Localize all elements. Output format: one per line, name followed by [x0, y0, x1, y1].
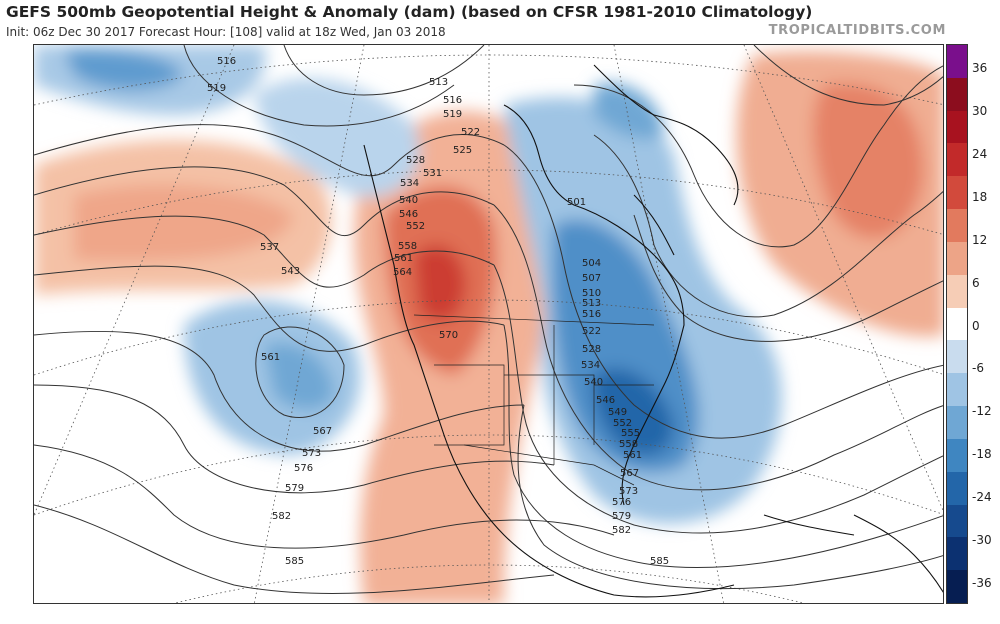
- contour-label: 528: [582, 344, 601, 355]
- contour-label: 576: [612, 497, 631, 508]
- colorbar-tick-label: -6: [972, 361, 984, 376]
- contour-label: 579: [285, 483, 304, 494]
- contour-label: 546: [596, 395, 615, 406]
- contour-label: 561: [261, 352, 280, 363]
- colorbar-tick-label: -12: [972, 404, 992, 419]
- warm-anomaly-pacific-core: [74, 184, 294, 262]
- colorbar-segment: [947, 241, 967, 276]
- contour-label-layer: 516 519 513 516 519 522 525 528 531 534 …: [207, 56, 669, 567]
- contour-label: 519: [207, 83, 226, 94]
- anomaly-colorbar: [946, 44, 968, 604]
- cold-anomaly-trough-max: [592, 368, 674, 456]
- colorbar-tick-label: 30: [972, 103, 988, 118]
- contour-label: 516: [217, 56, 236, 67]
- contour-label: 507: [582, 273, 601, 284]
- colorbar-tick-label: 12: [972, 232, 988, 247]
- contour-label: 543: [281, 266, 300, 277]
- forecast-info: Init: 06z Dec 30 2017 Forecast Hour: [10…: [6, 25, 446, 39]
- anomaly-shading: [34, 45, 943, 603]
- contour-label: 558: [398, 241, 417, 252]
- contour-label: 510: [582, 288, 601, 299]
- contour-label: 519: [443, 109, 462, 120]
- map-canvas: 516 519 513 516 519 522 525 528 531 534 …: [34, 45, 943, 603]
- contour-label: 561: [623, 450, 642, 461]
- colorbar-segment: [947, 406, 967, 440]
- contour-label: 513: [429, 77, 448, 88]
- cold-anomaly-baffin: [594, 83, 664, 139]
- colorbar-tick-label: 36: [972, 61, 988, 75]
- cold-anomaly-aleutian-core: [64, 48, 184, 90]
- contour-label: 540: [399, 195, 418, 206]
- colorbar-segment: [947, 340, 967, 374]
- colorbar-tick-label: 18: [972, 189, 988, 204]
- contour-label: 534: [581, 360, 600, 371]
- colorbar-segment: [947, 110, 967, 144]
- colorbar-segment: [947, 45, 967, 79]
- contour-label: 570: [439, 330, 458, 341]
- lat-lon-grid: [34, 45, 943, 603]
- contour-label: 582: [612, 525, 631, 536]
- warm-anomaly-atlantic-core: [813, 83, 924, 239]
- colorbar-segment: [947, 274, 967, 309]
- contour-label: 525: [453, 145, 472, 156]
- colorbar-tick-label: -36: [972, 576, 992, 590]
- contour-label: 561: [394, 253, 413, 264]
- contour-label: 552: [406, 221, 425, 232]
- contour-label: 585: [650, 556, 669, 567]
- contour-label: 540: [584, 377, 603, 388]
- contour-label: 534: [400, 178, 419, 189]
- contour-label: 567: [313, 426, 332, 437]
- site-brand[interactable]: TROPICALTIDBITS.COM: [768, 23, 946, 38]
- colorbar-tick-label: -18: [972, 447, 992, 462]
- chart-title: GEFS 500mb Geopotential Height & Anomaly…: [6, 3, 813, 21]
- contour-label: 585: [285, 556, 304, 567]
- contour-label: 573: [619, 486, 638, 497]
- colorbar-tick-label: 0: [972, 318, 980, 333]
- contour-label: 564: [393, 267, 412, 278]
- height-anomaly-map: 516 519 513 516 519 522 525 528 531 534 …: [33, 44, 944, 604]
- colorbar-segment: [947, 504, 967, 538]
- colorbar-segment: [947, 570, 967, 604]
- colorbar-segment: [947, 537, 967, 571]
- contour-label: 531: [423, 168, 442, 179]
- contour-label: 573: [302, 448, 321, 459]
- colorbar-segment: [947, 373, 967, 407]
- colorbar-segment: [947, 307, 967, 341]
- colorbar-tick-label: 24: [972, 146, 988, 161]
- contour-label: 552: [613, 418, 632, 429]
- contour-label: 576: [294, 463, 313, 474]
- height-contours: [34, 45, 943, 595]
- contour-label: 582: [272, 511, 291, 522]
- contour-label: 504: [582, 258, 601, 269]
- colorbar-segment: [947, 438, 967, 473]
- contour-label: 513: [582, 298, 601, 309]
- coastlines: [363, 64, 943, 598]
- colorbar-segment: [947, 471, 967, 506]
- contour-label: 528: [406, 155, 425, 166]
- contour-label: 555: [621, 428, 640, 439]
- contour-label: 501: [567, 197, 586, 208]
- contour-label: 567: [620, 468, 639, 479]
- contour-label: 516: [443, 95, 462, 106]
- colorbar-segment: [947, 176, 967, 210]
- warm-anomaly-ridge-max: [414, 245, 466, 322]
- contour-label: 546: [399, 209, 418, 220]
- contour-label: 522: [582, 326, 601, 337]
- cold-anomaly-alaska: [254, 78, 420, 197]
- colorbar-segment: [947, 143, 967, 177]
- colorbar-tick-label: -24: [972, 490, 992, 505]
- contour-label: 537: [260, 242, 279, 253]
- political-borders: [413, 314, 655, 486]
- colorbar-segment: [947, 77, 967, 112]
- colorbar-segment: [947, 209, 967, 243]
- contour-label: 549: [608, 407, 627, 418]
- contour-label: 558: [619, 439, 638, 450]
- colorbar-tick-label: -30: [972, 533, 992, 548]
- contour-label: 522: [461, 127, 480, 138]
- contour-label: 579: [612, 511, 631, 522]
- colorbar-tick-label: 6: [972, 275, 980, 290]
- contour-label: 516: [582, 309, 601, 320]
